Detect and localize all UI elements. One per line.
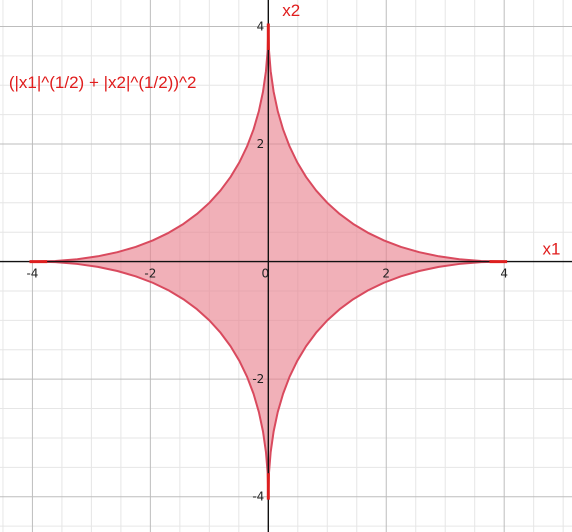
x-tick-label: 0 [261, 267, 269, 281]
x-axis-title: x1 [543, 240, 561, 259]
y-tick-label: 2 [257, 137, 265, 151]
x-tick-label: -4 [26, 267, 38, 281]
x-tick-label: 4 [500, 267, 508, 281]
y-tick-label: 4 [257, 19, 265, 33]
y-tick-label: -2 [252, 372, 264, 386]
x-tick-label: 2 [382, 267, 390, 281]
y-axis-title: x2 [282, 1, 300, 20]
y-tick-label: -4 [252, 490, 264, 504]
x-tick-label: -2 [144, 267, 156, 281]
formula-annotation: (|x1|^(1/2) + |x2|^(1/2))^2 [9, 73, 197, 92]
